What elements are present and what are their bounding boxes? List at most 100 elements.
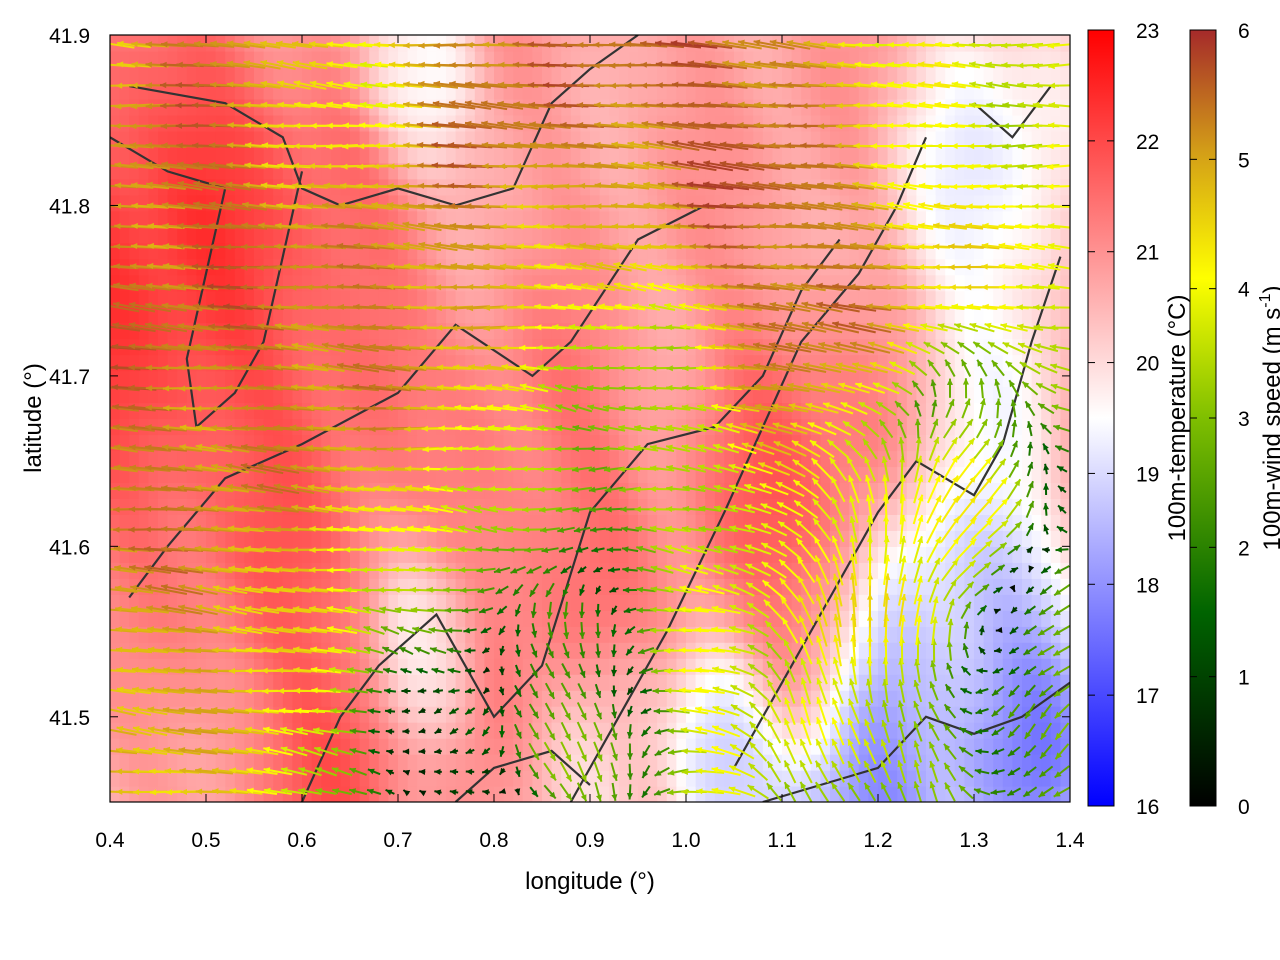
temperature-cell (234, 130, 245, 148)
temperature-cell (426, 290, 437, 308)
temperature-cell (906, 402, 917, 420)
temperature-cell (465, 130, 476, 148)
temperature-cell (954, 626, 965, 643)
temperature-cell (810, 482, 821, 499)
temperature-cell (1060, 562, 1070, 579)
temperature-cell (196, 98, 207, 116)
temperature-cell (340, 482, 351, 499)
temperature-cell (311, 530, 322, 547)
temperature-cell (513, 51, 524, 68)
temperature-cell (676, 434, 687, 452)
temperature-cell (878, 530, 889, 547)
temperature-cell (119, 594, 130, 611)
wind-arrow-head (114, 122, 121, 129)
temperature-cell (1050, 546, 1061, 563)
wind-arrow-head (100, 706, 107, 712)
temperature-cell (609, 754, 620, 771)
temperature-cell (273, 290, 284, 308)
temperature-cell (1022, 130, 1033, 148)
temperature-cell (129, 546, 140, 563)
temperature-cell (532, 146, 543, 164)
temperature-cell (273, 322, 284, 340)
temperature-cell (1050, 498, 1061, 515)
temperature-cell (522, 242, 533, 260)
temperature-cell (321, 466, 332, 483)
temperature-cell (311, 146, 322, 164)
temperature-cell (590, 51, 601, 68)
temperature-cell (695, 194, 706, 212)
temperature-cell (474, 322, 485, 340)
temperature-cell (350, 290, 361, 308)
temperature-cell (743, 322, 754, 340)
temperature-cell (734, 274, 745, 292)
temperature-cell (638, 274, 649, 292)
temperature-cell (263, 434, 274, 452)
temperature-cell (388, 434, 399, 452)
temperature-cell (714, 466, 725, 483)
temperature-cell (359, 194, 370, 212)
temperature-cell (186, 146, 197, 164)
temperature-cell (1050, 466, 1061, 483)
wind-arrow-shaft (110, 669, 136, 673)
temperature-cell (302, 498, 313, 515)
temperature-cell (618, 82, 629, 100)
temperature-cell (1022, 674, 1033, 691)
temperature-cell (561, 610, 572, 627)
temperature-cell (676, 210, 687, 228)
temperature-cell (254, 610, 265, 627)
temperature-cell (378, 370, 389, 388)
temperature-cell (446, 658, 457, 675)
temperature-cell (225, 386, 236, 404)
temperature-cell (1060, 322, 1070, 340)
boundary-line (454, 749, 591, 802)
temperature-cell (225, 242, 236, 260)
temperature-cell (705, 386, 716, 404)
temperature-cell (993, 386, 1004, 404)
temperature-cell (1041, 530, 1052, 547)
temperature-cell (906, 594, 917, 611)
temperature-cell (638, 610, 649, 627)
temperature-cell (302, 370, 313, 388)
temperature-cell (974, 146, 985, 164)
temperature-cell (820, 210, 831, 228)
temperature-cell (186, 290, 197, 308)
temperature-cell (945, 578, 956, 595)
temperature-cell (1002, 594, 1013, 611)
temperature-cell (532, 306, 543, 324)
temperature-cell (945, 354, 956, 372)
temperature-cell (647, 594, 658, 611)
temperature-cell (983, 722, 994, 739)
temperature-cell (638, 322, 649, 340)
temperature-cell (138, 274, 149, 292)
temperature-cell (350, 370, 361, 388)
temperature-cell (138, 546, 149, 563)
temperature-cell (177, 162, 188, 180)
temperature-cell (158, 386, 169, 404)
temperature-cell (407, 210, 418, 228)
temperature-cell (570, 354, 581, 372)
temperature-cell (129, 162, 140, 180)
temperature-cell (849, 274, 860, 292)
temperature-cell (849, 146, 860, 164)
temperature-cell (618, 562, 629, 579)
temperature-cell (858, 114, 869, 132)
temperature-cell (455, 738, 466, 755)
temperature-cell (964, 466, 975, 483)
temperature-cell (638, 146, 649, 164)
temperature-cell (484, 498, 495, 515)
temperature-cell (590, 130, 601, 148)
temperature-cell (1031, 322, 1042, 340)
temperature-cell (878, 562, 889, 579)
temperature-cell (983, 194, 994, 212)
temperature-cell (657, 514, 668, 531)
temperature-cell (455, 642, 466, 659)
temperature-cell (225, 754, 236, 771)
temperature-cell (762, 706, 773, 723)
temperature-cell (455, 610, 466, 627)
temperature-cell (1050, 578, 1061, 595)
temperature-cell (282, 67, 293, 84)
temperature-cell (551, 67, 562, 84)
temperature-cell (244, 466, 255, 483)
temperature-cell (1022, 210, 1033, 228)
temperature-cell (388, 578, 399, 595)
